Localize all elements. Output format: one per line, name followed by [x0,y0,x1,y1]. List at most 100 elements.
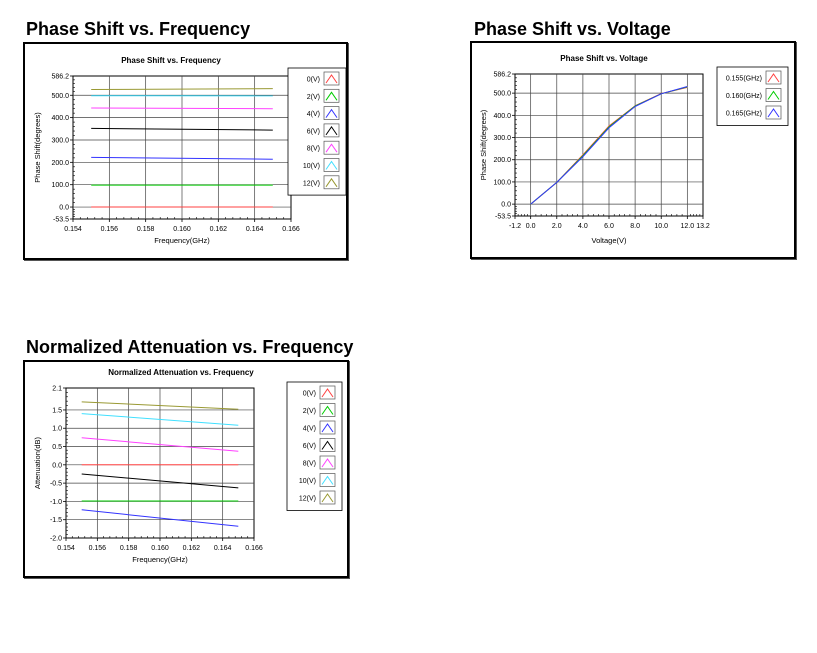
y-tick-label: 586.2 [51,74,69,81]
legend-swatch [323,158,340,172]
legend-line-icon [325,74,338,84]
legend-swatch [319,490,336,505]
x-tick-label: 0.154 [57,545,75,552]
x-tick-label: 0.158 [120,545,138,552]
x-axis-label: Frequency(GHz) [132,555,188,564]
legend-swatch [319,438,336,452]
series-line-2 [81,509,239,527]
legend-swatch [765,105,782,120]
y-axis-label: Phase Shift(degrees) [33,112,42,183]
legend-swatch [765,70,782,85]
x-tick-label: 13.2 [696,223,710,230]
legend-label: 10(V) [299,478,316,485]
legend-label: 0(V) [307,77,320,84]
legend-swatch [323,175,340,190]
x-tick-label: 0.0 [526,223,536,230]
legend-swatch [323,140,340,155]
x-tick-label: 0.156 [101,226,119,233]
legend-line-icon [321,493,334,503]
legend-swatch [319,385,336,400]
x-axis-label: Frequency(GHz) [154,236,210,245]
y-tick-label: -1.5 [50,517,62,524]
series-line-3 [91,127,273,131]
chart-phase-voltage: -1.2 0.0 2.0 4.0 6.0 8.0 10.0 12.0 13.2 -53.5 0.0 1… [479,54,789,245]
x-tick-label: 4.0 [578,223,588,230]
legend-line-icon [321,423,334,433]
x-tick-label: 0.166 [245,545,263,552]
series-line-4 [91,107,273,110]
x-axis-label: Voltage(V) [591,236,627,245]
legend-swatch [323,123,340,138]
chart-title: Phase Shift vs. Frequency [121,56,221,65]
legend-line-icon [321,388,334,398]
y-tick-label: 1.0 [52,426,62,433]
series-line-2 [530,86,688,205]
legend-swatch [765,88,782,102]
y-tick-label: 100.0 [51,182,69,189]
chart-panel-attenuation-frequency: 0.154 0.156 0.158 0.160 0.162 0.164 0.166 -2.0 -… [23,360,349,578]
x-tick-label: 0.162 [210,226,228,233]
legend-line-icon [325,143,338,153]
y-tick-label: 500.0 [493,91,511,98]
series-line-6 [81,401,239,410]
chart-title: Phase Shift vs. Voltage [560,54,648,63]
y-tick-label: 300.0 [493,135,511,142]
series-line-3 [81,473,239,489]
legend-line-icon [325,160,338,170]
series-line-2 [91,156,273,160]
y-tick-label: 500.0 [51,93,69,100]
series-line-4 [81,437,239,452]
y-tick-label: 0.0 [59,205,69,212]
legend-label: 8(V) [303,461,316,468]
chart-attenuation-frequency: 0.154 0.156 0.158 0.160 0.162 0.164 0.166 -2.0 -… [33,368,343,564]
legend-line-icon [321,440,334,450]
y-tick-label: 200.0 [51,160,69,167]
y-tick-label: -53.5 [53,217,69,224]
legend-line-icon [321,405,334,415]
y-axis-label: Attenuation(dB) [33,436,42,489]
legend-label: 12(V) [299,496,316,503]
legend-label: 0(V) [303,391,316,398]
legend-line-icon [321,458,334,468]
y-tick-label: 586.2 [493,72,511,79]
y-tick-label: 400.0 [493,113,511,120]
y-tick-label: 0.5 [52,444,62,451]
series-line-6 [91,88,273,90]
legend-swatch [319,420,336,435]
x-tick-label: 0.164 [214,545,232,552]
x-tick-label: 12.0 [681,223,695,230]
section-title-phase-voltage: Phase Shift vs. Voltage [474,19,671,39]
y-tick-label: 300.0 [51,137,69,144]
y-tick-label: 400.0 [51,115,69,122]
x-tick-label: 0.162 [183,545,201,552]
legend-line-icon [325,126,338,136]
legend-label: 8(V) [307,146,320,153]
x-tick-label: 6.0 [604,223,614,230]
chart-panel-phase-voltage: -1.2 0.0 2.0 4.0 6.0 8.0 10.0 12.0 13.2 -53.5 0.0 1… [470,41,796,259]
legend-label: 10(V) [303,163,320,170]
chart-panel-phase-frequency: 0.154 0.156 0.158 0.160 0.162 0.164 0.166 -53.5… [23,42,348,260]
section-title-attenuation-frequency: Normalized Attenuation vs. Frequency [26,337,354,357]
x-tick-label: -1.2 [509,223,521,230]
x-tick-label: 0.154 [64,226,82,233]
legend-label: 0.165(GHz) [726,111,762,118]
legend-line-icon [767,73,780,83]
legend-swatch [323,71,340,86]
series-line-5 [81,413,239,426]
legend-line-icon [321,475,334,485]
legend-swatch [319,455,336,470]
x-tick-label: 0.160 [151,545,169,552]
chart-phase-frequency: 0.154 0.156 0.158 0.160 0.162 0.164 0.166 -53.5… [33,56,347,245]
y-tick-label: -2.0 [50,536,62,543]
legend-label: 0.155(GHz) [726,76,762,83]
legend-label: 4(V) [303,426,316,433]
x-tick-label: 0.160 [173,226,191,233]
x-tick-label: 0.164 [246,226,264,233]
legend-swatch [319,473,336,487]
legend-label: 2(V) [303,408,316,415]
legend-line-icon [767,90,780,100]
legend-label: 6(V) [303,443,316,450]
y-tick-label: 100.0 [493,179,511,186]
y-tick-label: -0.5 [50,481,62,488]
x-tick-label: 0.166 [282,226,300,233]
